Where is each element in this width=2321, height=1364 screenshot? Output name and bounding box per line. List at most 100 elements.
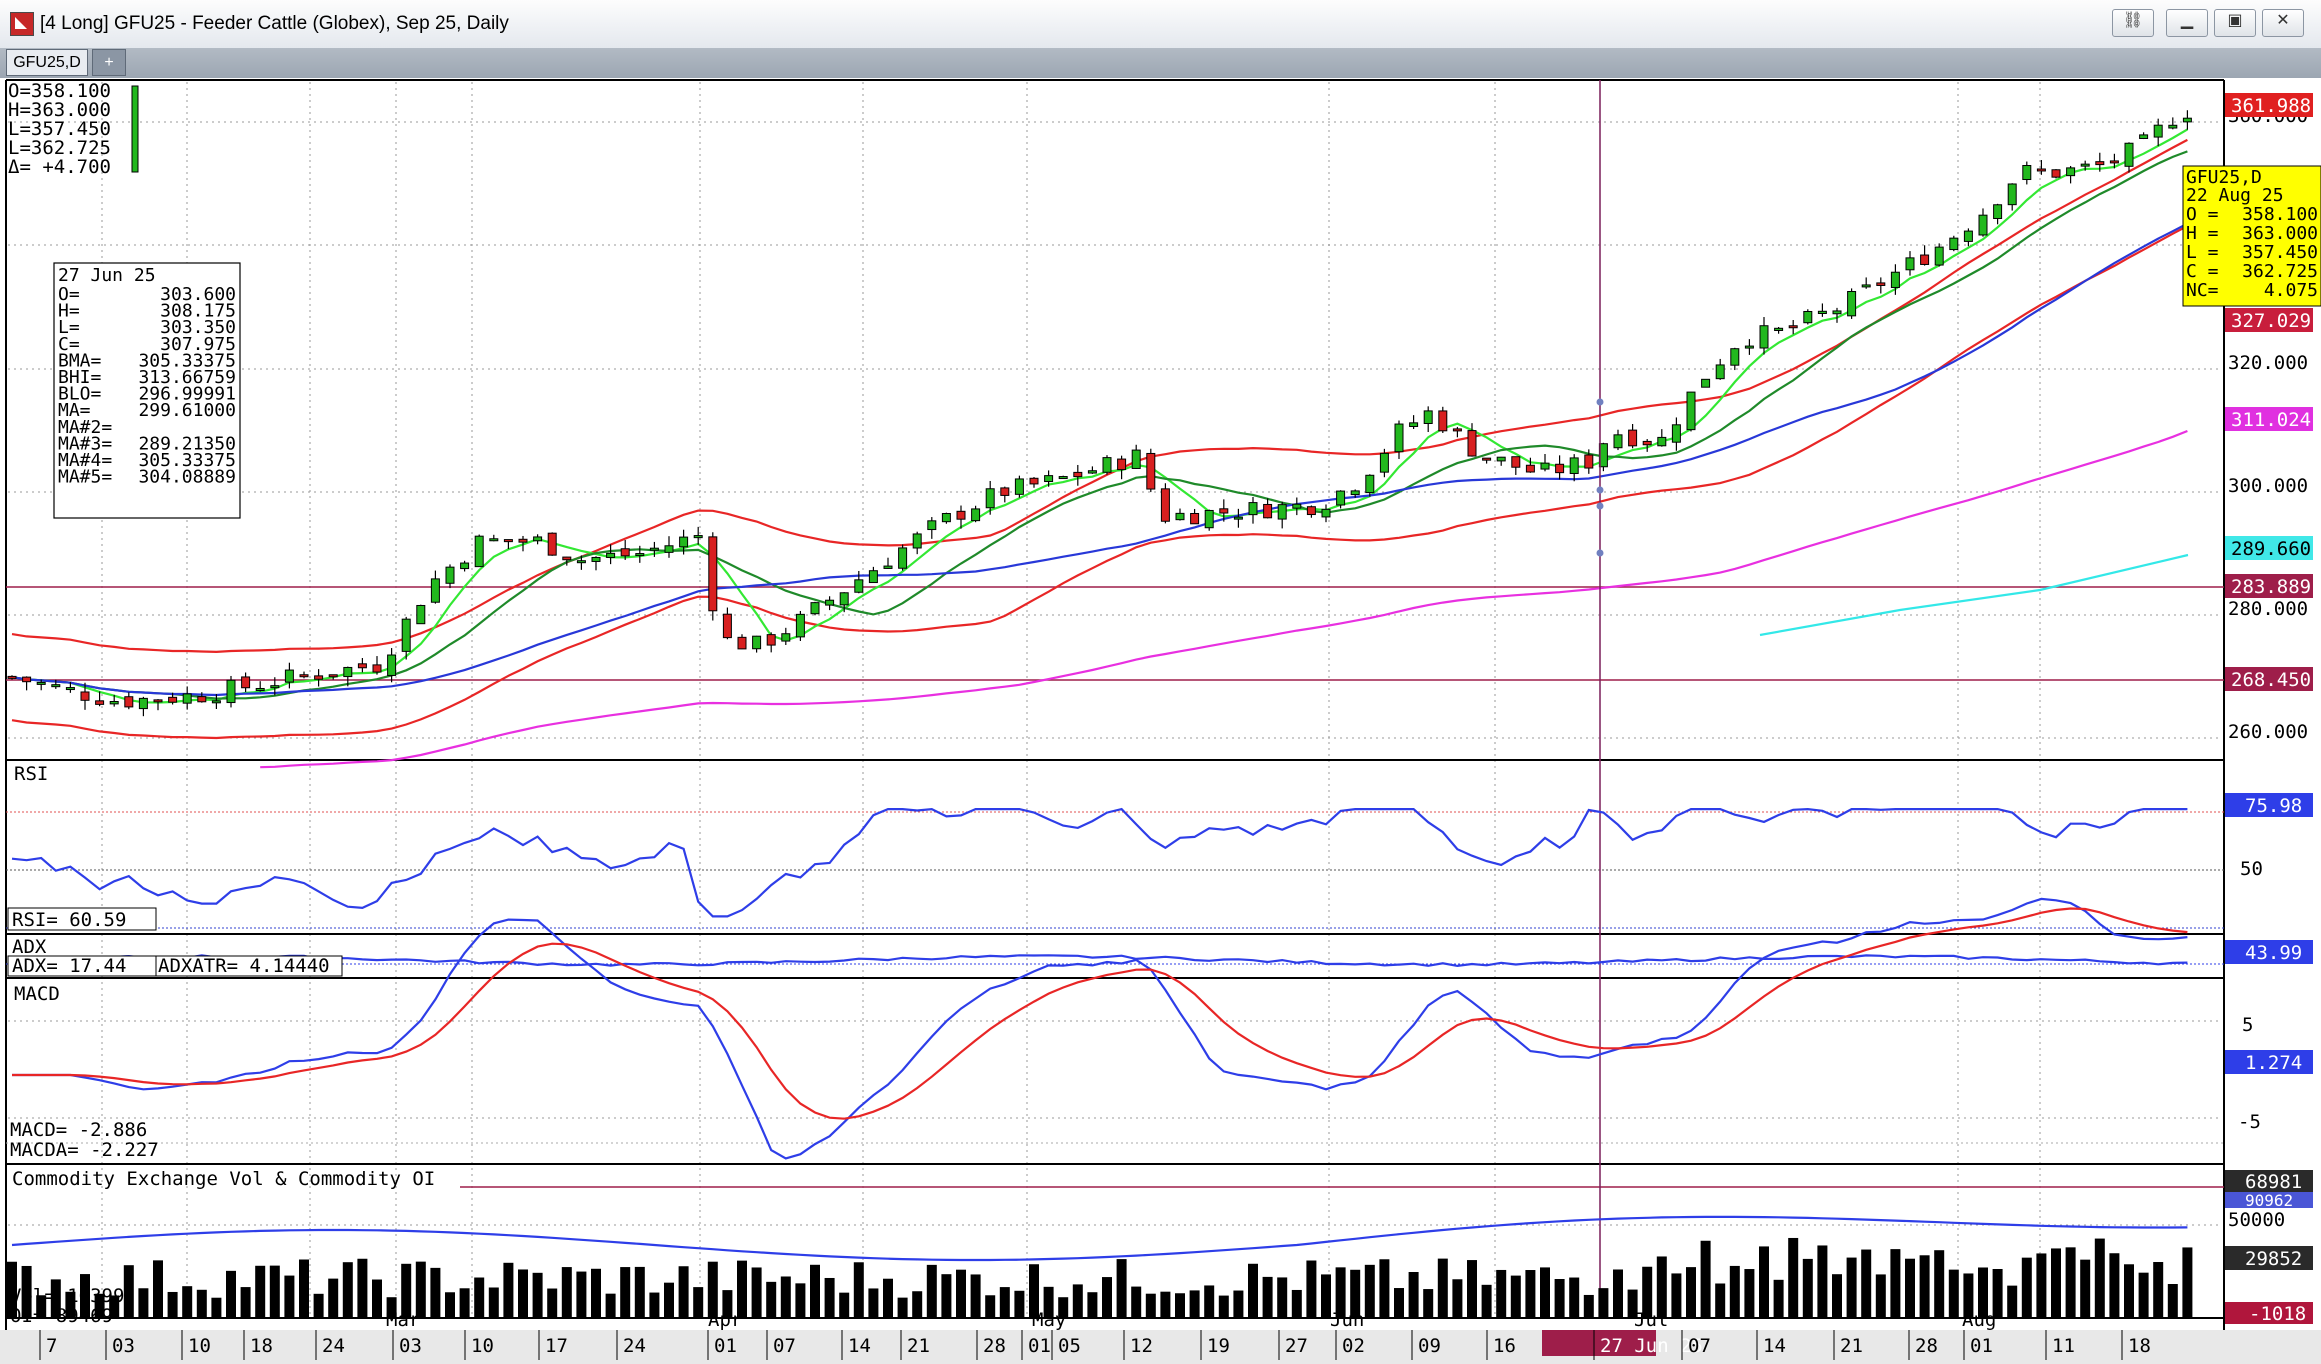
candle-body (284, 669, 294, 683)
cursor-box-value: 313.66759 (138, 367, 236, 388)
volume-bar (109, 1295, 120, 1318)
candle-body (153, 699, 163, 703)
candle-body (1321, 508, 1331, 518)
candle-body (503, 539, 513, 543)
candle-body (357, 663, 367, 669)
volume-bar (2153, 1262, 2164, 1318)
candle-body (1540, 462, 1550, 470)
date-axis-day: 09 (1418, 1335, 1441, 1357)
volume-bar (2109, 1253, 2120, 1318)
date-axis-band (0, 1330, 2321, 1364)
candle-body (299, 674, 309, 678)
candle-body (1993, 204, 2003, 220)
candle-body (606, 552, 616, 558)
candle-body (927, 520, 937, 531)
last-box-value: 4.075 (2264, 280, 2318, 301)
candle-body (854, 579, 864, 593)
volume-bar (1613, 1269, 1623, 1318)
restore-button[interactable]: ▣ (2214, 9, 2256, 37)
candle-body (1584, 454, 1594, 469)
minimize-icon: ▁ (2180, 10, 2194, 29)
cursor-box-value: 308.175 (160, 301, 236, 322)
macd-panel-title: MACD (14, 983, 60, 1005)
volume-bar (1364, 1264, 1375, 1318)
candle-body (533, 536, 543, 542)
candle-body (1204, 509, 1214, 529)
last-box-label: C = (2186, 261, 2219, 282)
price-tick-260: 260.000 (2228, 721, 2308, 743)
volume-bar (459, 1288, 470, 1318)
volume-bar (342, 1262, 353, 1318)
adx-panel-title: ADX (12, 936, 47, 958)
volume-bar (1919, 1255, 1930, 1318)
volume-bar (1087, 1292, 1098, 1318)
volume-bar (1948, 1269, 1959, 1318)
volume-bar (1832, 1274, 1842, 1318)
candle-body (1292, 503, 1302, 509)
minimize-button[interactable]: ▁ (2166, 9, 2208, 37)
date-axis-day: 10 (471, 1335, 494, 1357)
candle-body (941, 513, 951, 523)
volume-bar (1452, 1279, 1463, 1318)
volume-bar (386, 1297, 397, 1318)
link-button[interactable]: ⛓ (2112, 9, 2154, 37)
last-bar-swatch (131, 85, 139, 173)
candle-body (795, 613, 805, 638)
candle-body (1905, 257, 1915, 271)
adx-readout: ADX= 17.44 (12, 955, 126, 977)
volume-bar (1408, 1272, 1419, 1318)
volume-bar (2167, 1284, 2178, 1318)
date-axis-day: 7 (46, 1335, 57, 1357)
candle-body (1803, 310, 1813, 324)
price-tag-hline-lower: 268.450 (2231, 669, 2311, 691)
volume-bar (1773, 1279, 1784, 1318)
candle-body (328, 674, 338, 678)
candle-body (737, 636, 747, 650)
volume-bar (1029, 1264, 1039, 1318)
candle-body (1467, 430, 1477, 457)
candle-body (1847, 291, 1857, 317)
volume-bar (1277, 1277, 1288, 1318)
candle-body (1774, 327, 1784, 331)
volume-bar (196, 1289, 207, 1318)
chart-area[interactable]: 360.000 320.000 300.000 280.000 260.000 … (0, 78, 2321, 1364)
cursor-box-label: BHI= (58, 367, 102, 388)
last-box-value: 362.725 (2242, 261, 2318, 282)
candle-body (2051, 169, 2061, 178)
candle-body (2080, 163, 2090, 167)
volume-bar (211, 1297, 222, 1318)
candle-body (2182, 117, 2192, 123)
candle-body (752, 635, 762, 650)
volume-bar (518, 1269, 528, 1318)
date-axis-day: 03 (399, 1335, 422, 1357)
date-axis-day: 27 (1285, 1335, 1308, 1357)
volume-bar (1525, 1270, 1536, 1318)
volume-bar (1350, 1269, 1361, 1318)
last-box-label: L = (2186, 242, 2219, 263)
date-axis-day: 28 (983, 1335, 1006, 1357)
candlestick-series (7, 110, 2192, 717)
candle-body (781, 633, 791, 642)
add-tab-button[interactable]: + (92, 49, 126, 76)
tab-gfu25[interactable]: GFU25,D (6, 49, 88, 76)
volume-bar (1905, 1258, 1915, 1318)
candle-body (1336, 490, 1346, 506)
candle-body (1117, 458, 1127, 471)
price-tag-bb-lower: 327.029 (2231, 310, 2311, 332)
window-title-bar: [4 Long] GFU25 - Feeder Cattle (Globex),… (0, 0, 2321, 49)
candle-body (430, 578, 440, 603)
volume-bar (985, 1295, 996, 1318)
last-box-value: 363.000 (2242, 223, 2318, 244)
candle-body (1934, 246, 1944, 266)
candle-body (226, 679, 236, 704)
candle-body (51, 684, 61, 688)
volume-bar (1262, 1276, 1273, 1318)
chart-tab-bar: GFU25,D + (0, 48, 2321, 78)
candle-body (1409, 422, 1419, 427)
candle-body (810, 602, 820, 615)
volume-bar (269, 1265, 280, 1318)
close-button[interactable]: ✕ (2262, 9, 2304, 37)
candle-body (1963, 230, 1973, 242)
volume-bar (1204, 1285, 1215, 1318)
volume-bar (1627, 1289, 1638, 1318)
